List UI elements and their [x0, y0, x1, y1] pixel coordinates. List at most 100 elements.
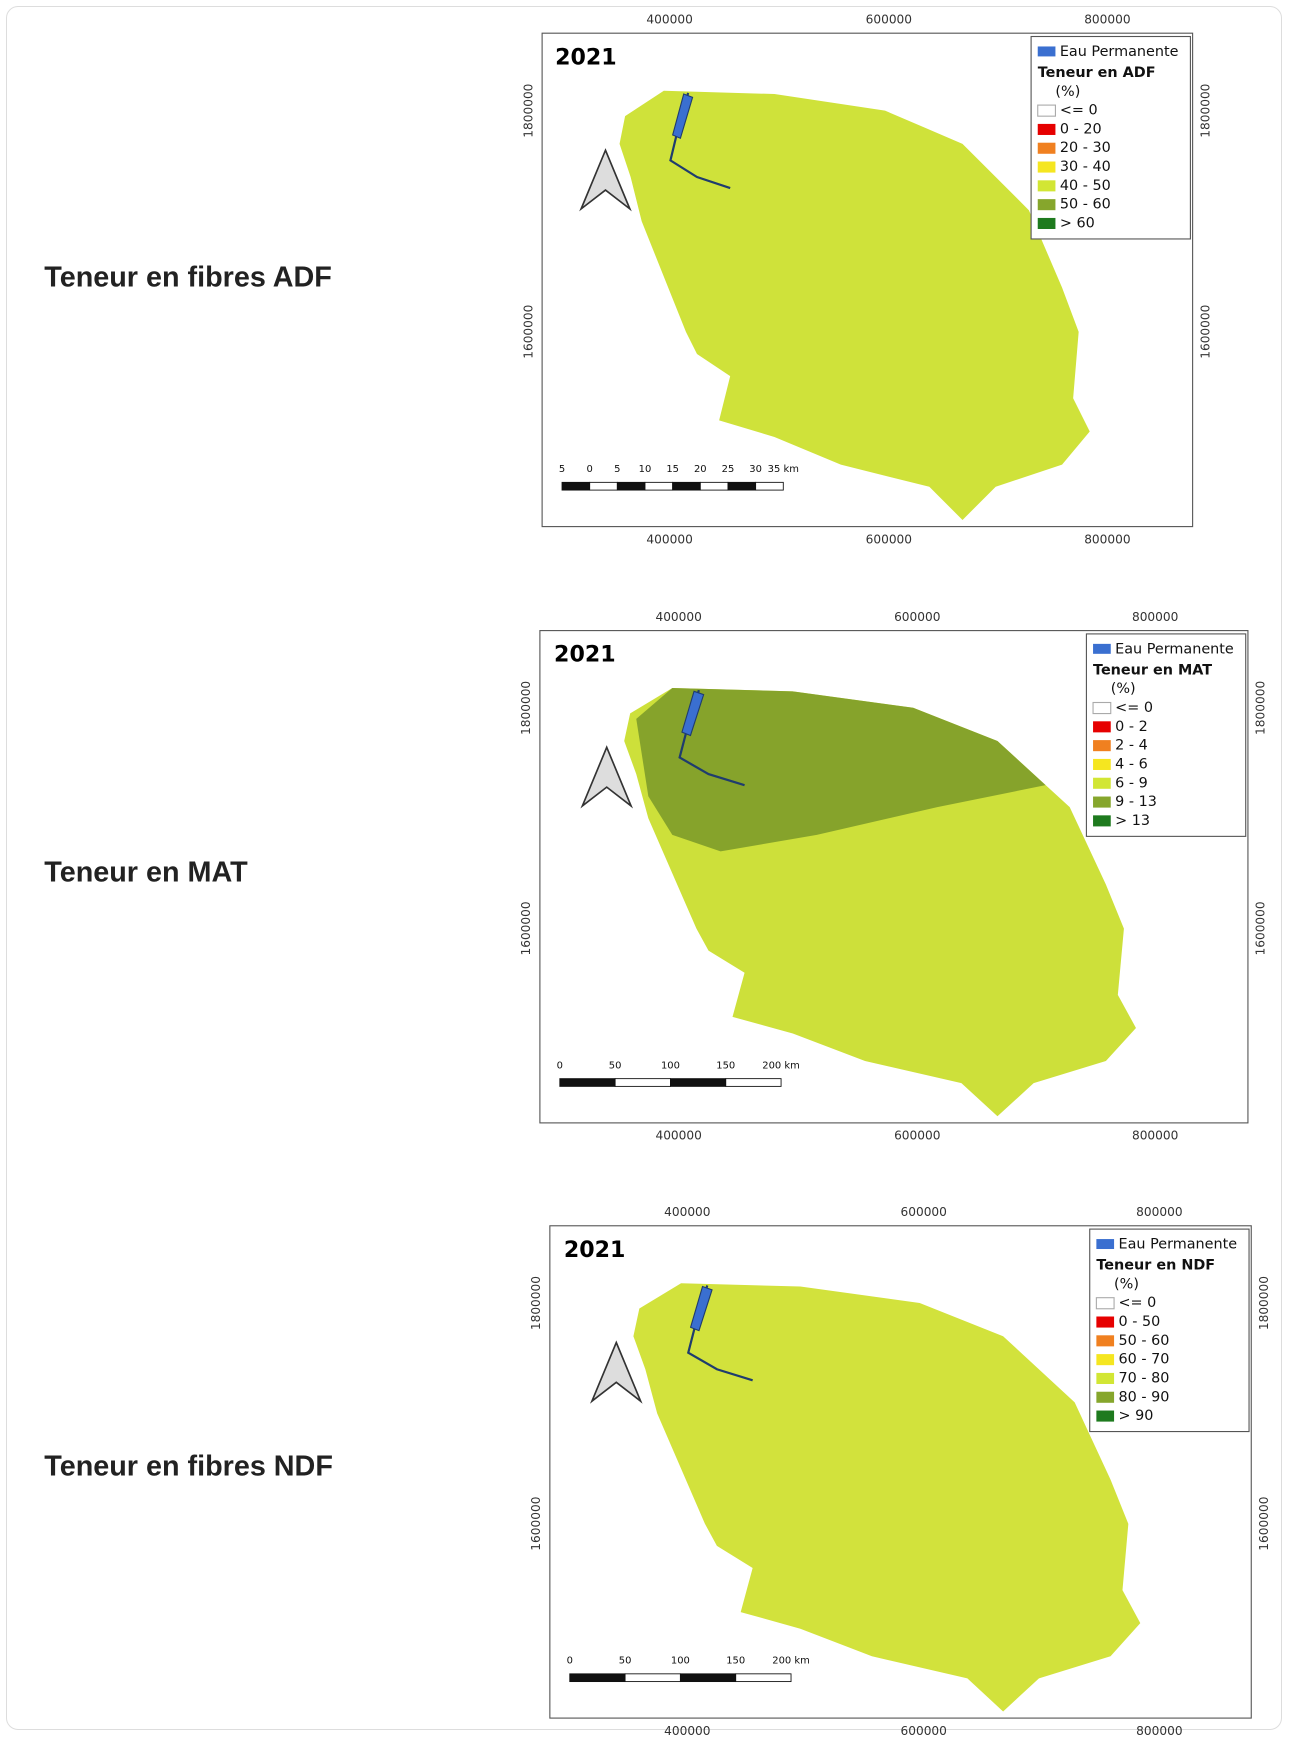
- legend-item: 2 - 4: [1115, 738, 1148, 754]
- scale-seg: [561, 481, 591, 491]
- legend-item: 60 - 70: [1118, 1352, 1169, 1368]
- legend-unit: (%): [1055, 84, 1080, 100]
- scale-seg: [672, 481, 701, 491]
- scale-seg: [644, 481, 674, 491]
- y-tick-left: 1800000: [529, 1276, 543, 1330]
- legend-swatch: [1093, 740, 1111, 752]
- y-tick-left: 1600000: [529, 1497, 543, 1551]
- y-tick-right: 1800000: [1254, 681, 1268, 735]
- row-label: Teneur en fibres ADF: [44, 261, 332, 293]
- region: [633, 1283, 1141, 1712]
- scale-seg: [725, 1078, 782, 1087]
- scale-label: 25: [722, 464, 735, 475]
- north-arrow: [580, 745, 634, 809]
- legend-item: 50 - 60: [1060, 197, 1111, 213]
- scale-label: 150: [726, 1656, 745, 1667]
- legend-swatch: [1096, 1391, 1115, 1403]
- x-tick-bottom: 800000: [1084, 532, 1130, 546]
- legend-water: Eau Permanente: [1115, 641, 1234, 657]
- scale-seg: [569, 1673, 626, 1683]
- scale-seg: [589, 481, 618, 491]
- row-label: Teneur en MAT: [44, 857, 248, 889]
- legend-swatch: [1096, 1316, 1115, 1328]
- legend-swatch: [1093, 643, 1111, 654]
- x-tick-bottom: 600000: [894, 1129, 940, 1143]
- legend-swatch: [1037, 104, 1056, 117]
- x-tick-bottom: 800000: [1132, 1129, 1178, 1143]
- x-tick-top: 600000: [900, 1205, 946, 1219]
- legend-swatch: [1037, 123, 1056, 135]
- lake: [671, 93, 694, 140]
- scale-label: 35 km: [768, 464, 799, 475]
- y-tick-left: 1600000: [519, 901, 533, 955]
- legend-item: 0 - 2: [1115, 719, 1148, 735]
- legend-box: [1089, 1228, 1250, 1433]
- y-tick-left: 1600000: [521, 305, 535, 359]
- legend-item: > 13: [1115, 813, 1150, 829]
- x-tick-top: 600000: [894, 610, 940, 624]
- legend-swatch: [1093, 758, 1111, 770]
- scale-seg: [670, 1078, 727, 1087]
- legend-item: 80 - 90: [1118, 1389, 1169, 1405]
- legend-swatch: [1093, 815, 1111, 827]
- legend-swatch: [1037, 142, 1056, 154]
- x-tick-bottom: 600000: [900, 1724, 946, 1738]
- region-overlay: [636, 688, 1046, 852]
- legend-box: [1030, 35, 1191, 240]
- scale-label: 50: [619, 1656, 632, 1667]
- lake: [681, 690, 705, 737]
- x-tick-bottom: 400000: [646, 532, 692, 546]
- scale-label: 150: [716, 1060, 735, 1071]
- legend-unit: (%): [1111, 681, 1136, 697]
- scale-seg: [616, 481, 646, 491]
- north-arrow: [589, 1340, 643, 1404]
- x-tick-bottom: 600000: [866, 532, 912, 546]
- y-tick-right: 1600000: [1257, 1497, 1271, 1551]
- lake: [689, 1285, 713, 1332]
- legend-swatch: [1037, 161, 1056, 173]
- x-tick-top: 400000: [655, 610, 701, 624]
- legend-swatch: [1096, 1335, 1115, 1347]
- scale-label: 30: [749, 464, 762, 475]
- scale-seg: [679, 1673, 737, 1683]
- legend-swatch: [1037, 217, 1056, 230]
- scale-seg: [755, 481, 784, 491]
- legend-swatch: [1093, 721, 1111, 733]
- legend-water: Eau Permanente: [1118, 1237, 1237, 1253]
- scale-seg: [735, 1673, 792, 1683]
- x-tick-top: 800000: [1084, 12, 1130, 26]
- scale-label: 100: [671, 1656, 690, 1667]
- legend-swatch: [1037, 199, 1056, 211]
- legend-item: 6 - 9: [1115, 775, 1148, 791]
- y-tick-right: 1600000: [1198, 305, 1212, 359]
- x-tick-bottom: 400000: [664, 1724, 710, 1738]
- scale-seg: [727, 481, 757, 491]
- x-tick-top: 400000: [664, 1205, 710, 1219]
- legend-item: <= 0: [1115, 700, 1153, 716]
- legend-swatch: [1095, 1297, 1115, 1310]
- row-label: Teneur en fibres NDF: [44, 1451, 333, 1483]
- north-arrow: [579, 148, 632, 212]
- legend-swatch: [1092, 701, 1112, 715]
- scale-seg: [559, 1078, 616, 1087]
- legend-water: Eau Permanente: [1060, 44, 1179, 60]
- legend-swatch: [1096, 1372, 1115, 1384]
- y-tick-left: 1800000: [519, 681, 533, 735]
- y-tick-left: 1800000: [521, 84, 535, 138]
- card: [6, 6, 1282, 1730]
- y-tick-right: 1800000: [1198, 84, 1212, 138]
- legend-unit: (%): [1114, 1276, 1139, 1292]
- legend-item: 40 - 50: [1060, 178, 1111, 194]
- map-year: 2021: [555, 44, 617, 70]
- map-year: 2021: [554, 642, 616, 668]
- legend-item: 0 - 50: [1118, 1314, 1160, 1330]
- legend-item: 0 - 20: [1060, 121, 1102, 137]
- scale-label: 5: [559, 464, 565, 475]
- legend-item: 9 - 13: [1115, 794, 1157, 810]
- legend-box: [1085, 633, 1247, 837]
- region: [619, 90, 1090, 520]
- scale-label: 0: [567, 1656, 573, 1667]
- scale-label: 5: [614, 464, 620, 475]
- legend-swatch: [1096, 1354, 1115, 1366]
